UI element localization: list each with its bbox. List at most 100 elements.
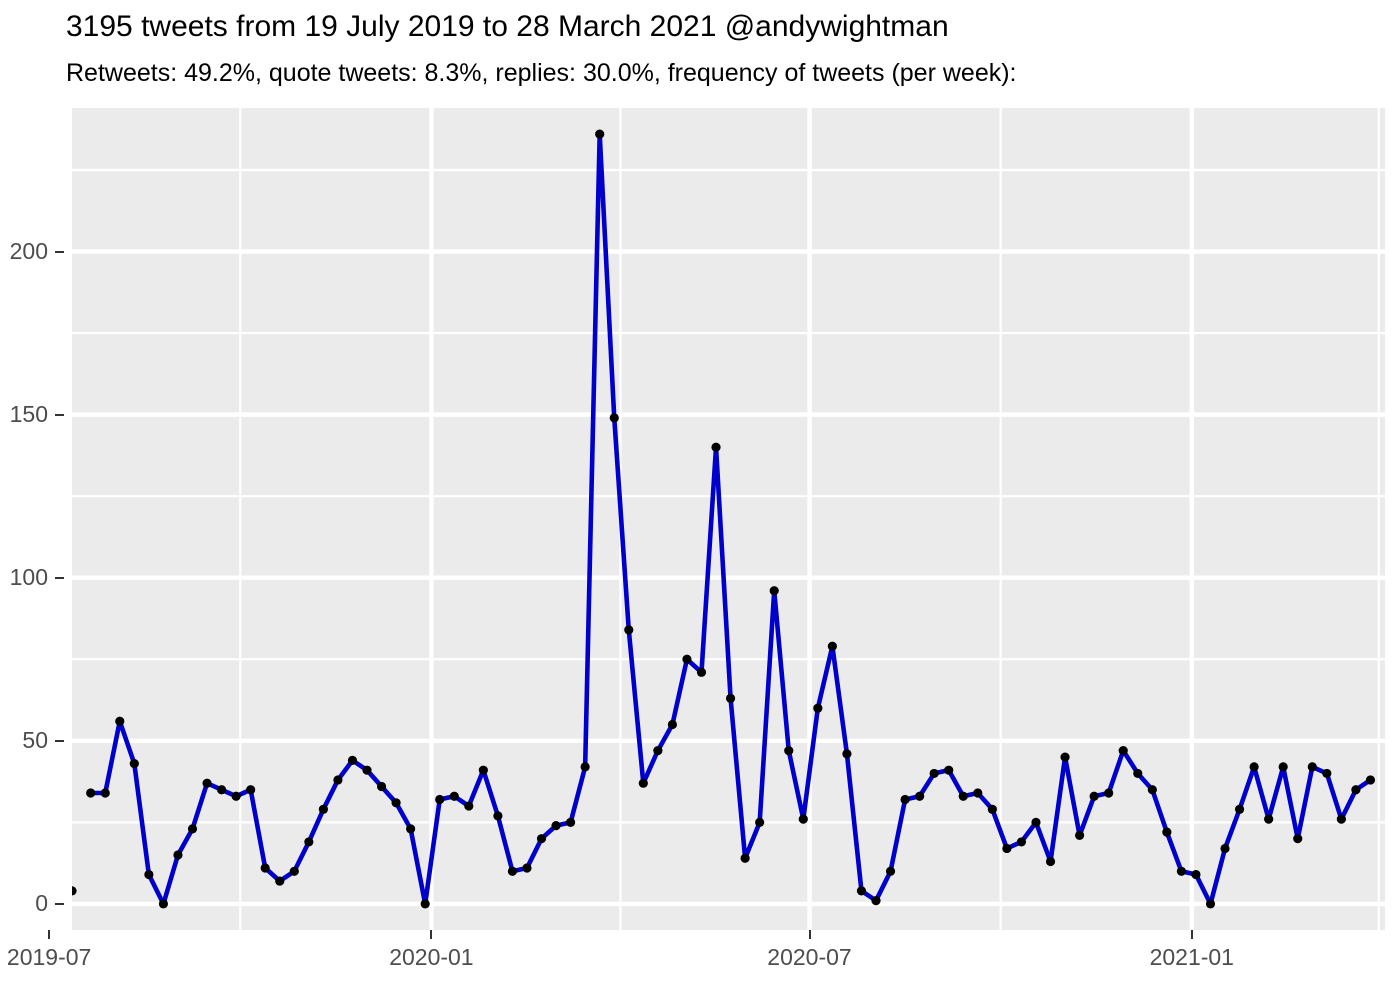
x-axis-tick-mark (1190, 930, 1193, 939)
data-point (536, 834, 547, 844)
data-point (289, 866, 299, 876)
data-point (391, 798, 401, 808)
data-point (1133, 768, 1143, 779)
data-point (144, 869, 154, 880)
data-point (987, 804, 997, 814)
data-point (173, 850, 183, 860)
gridlines-minor (72, 168, 1385, 824)
data-point (275, 876, 285, 886)
data-point (871, 896, 881, 906)
data-point (1249, 762, 1259, 772)
x-axis-tick-label: 2020-07 (767, 944, 852, 970)
data-point (740, 853, 750, 863)
data-point (1322, 768, 1332, 779)
data-point (246, 785, 256, 795)
data-point (929, 768, 939, 779)
data-point (1060, 752, 1070, 762)
data-point (609, 413, 619, 423)
data-point (1191, 869, 1201, 880)
y-axis-tick-mark (55, 739, 64, 742)
x-axis-tick-mark (808, 930, 811, 939)
data-point (551, 821, 561, 831)
data-point (725, 693, 736, 704)
data-point (333, 775, 343, 785)
y-axis: 0 50 100 150 200 (0, 0, 64, 1000)
data-point (1176, 866, 1186, 876)
data-point (231, 791, 241, 801)
y-axis-tick-label: 100 (9, 563, 48, 590)
data-point (595, 129, 605, 139)
data-point (129, 759, 139, 769)
data-point (813, 703, 823, 713)
data-point (1307, 762, 1317, 772)
y-axis-tick-mark (55, 250, 64, 253)
y-axis-tick-mark (55, 413, 64, 416)
data-point (260, 863, 270, 873)
data-point (1220, 843, 1230, 854)
y-axis-tick-mark (55, 576, 64, 579)
data-point (827, 641, 837, 651)
data-point (1162, 827, 1172, 837)
data-point (202, 778, 212, 788)
data-point (667, 719, 678, 730)
data-point (1336, 814, 1346, 824)
data-point (1234, 804, 1245, 814)
data-point (435, 794, 445, 805)
data-point (1365, 775, 1376, 785)
plot-area-svg (72, 108, 1385, 930)
data-point (915, 791, 925, 801)
data-point (1205, 899, 1216, 909)
x-axis-tick-mark (48, 930, 51, 939)
data-point (842, 749, 852, 759)
gridlines-vertical (239, 108, 1380, 930)
y-axis-tick-label: 200 (9, 237, 48, 264)
x-axis-tick-label: 2019-07 (6, 944, 92, 970)
data-point (638, 778, 648, 788)
data-point (682, 654, 692, 664)
data-point (1002, 843, 1012, 854)
data-point (362, 765, 372, 775)
data-point (944, 765, 954, 775)
data-point (100, 788, 110, 798)
data-point (1118, 746, 1128, 756)
data-point (304, 837, 314, 847)
data-point (347, 755, 358, 765)
data-point (216, 785, 227, 795)
data-point (449, 791, 459, 801)
data-point (522, 863, 532, 873)
data-point (478, 765, 488, 775)
data-point (696, 667, 707, 677)
data-point (784, 746, 794, 756)
data-point (464, 801, 474, 811)
data-point (624, 625, 634, 635)
y-axis-tick-label: 50 (22, 726, 48, 753)
data-point (1016, 837, 1027, 847)
x-axis-tick-mark (430, 930, 433, 939)
data-point (1045, 856, 1056, 867)
data-point (376, 781, 387, 792)
data-point (900, 794, 910, 805)
data-point (86, 788, 96, 798)
data-point (493, 811, 503, 821)
data-point (653, 746, 663, 756)
data-point (1089, 791, 1099, 801)
x-axis-tick-label: 2020-01 (389, 944, 474, 970)
data-point (885, 866, 896, 876)
data-point (755, 817, 765, 827)
data-point (1031, 817, 1041, 827)
data-point (769, 586, 779, 596)
data-point (1351, 785, 1361, 795)
data-point (1264, 814, 1274, 824)
gridlines-major (72, 249, 1385, 907)
data-point (115, 716, 125, 726)
data-point (406, 824, 416, 834)
y-axis-tick-label: 150 (9, 400, 48, 427)
data-point (1293, 834, 1303, 844)
page-title: 3195 tweets from 19 July 2019 to 28 Marc… (66, 10, 949, 43)
data-point (187, 824, 198, 834)
data-point (580, 762, 590, 772)
y-axis-tick-mark (55, 902, 64, 905)
data-point (1075, 830, 1085, 841)
x-axis: 2019-07 2020-01 2020-07 2021-01 (0, 930, 1400, 1000)
